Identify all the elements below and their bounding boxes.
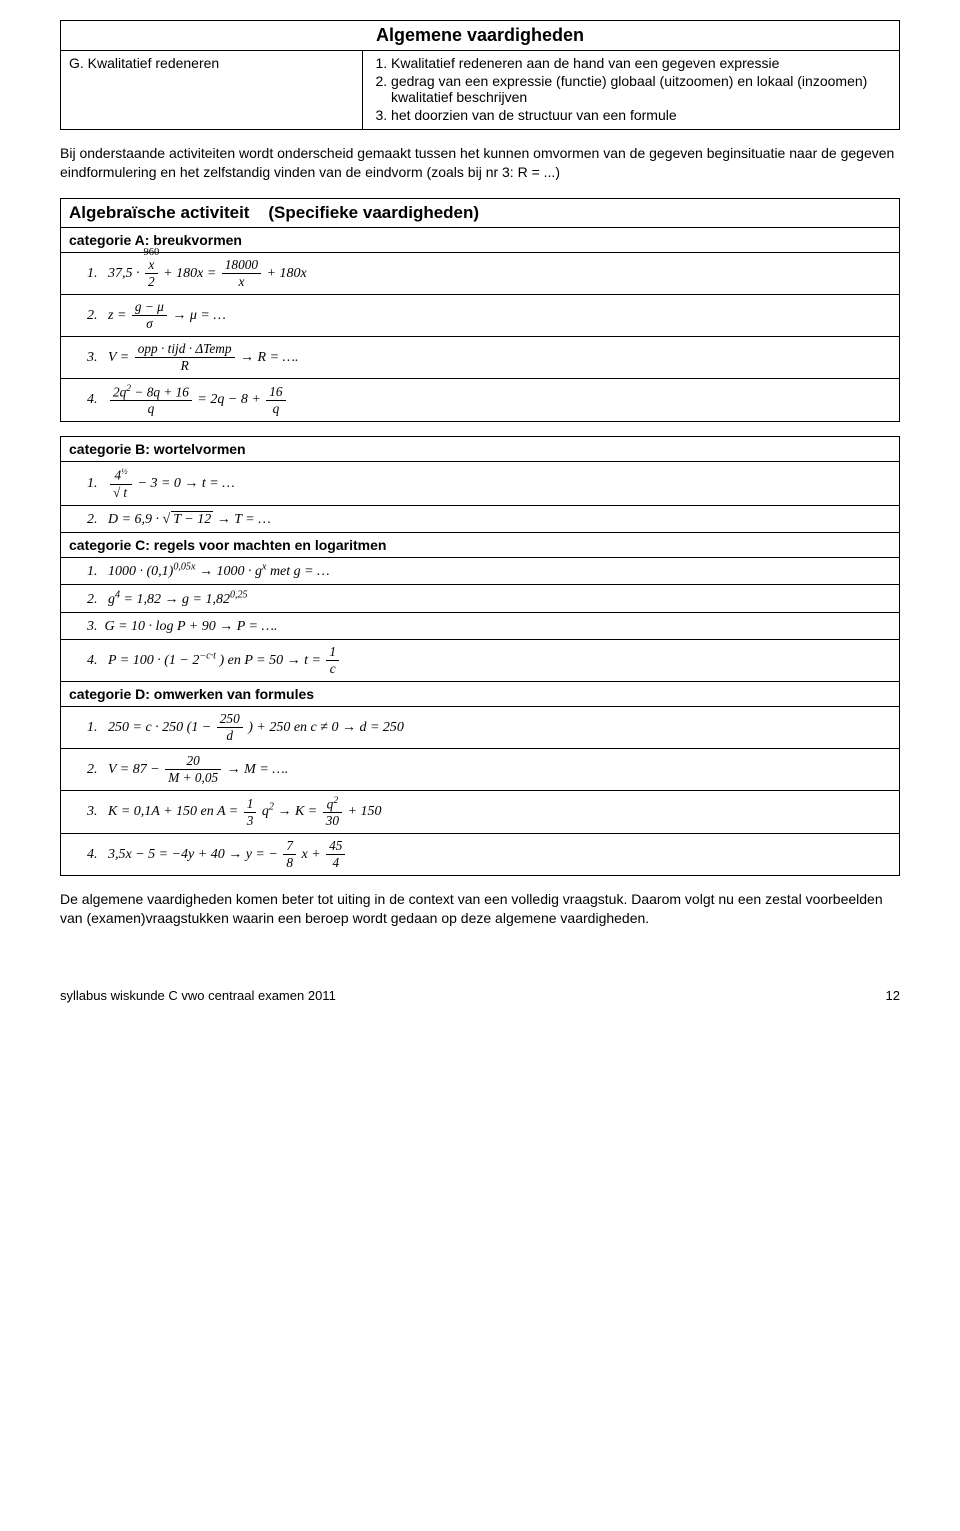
cat-a-item-3: 3. V = opp · tijd · ΔTempR → R = …. xyxy=(61,336,900,378)
categories-bcd-table: categorie B: wortelvormen 1. 4½√t − 3 = … xyxy=(60,436,900,876)
cat-d-item-2: 2. V = 87 − 20M + 0,05 → M = …. xyxy=(61,748,900,790)
cat-d-item-4: 4. 3,5x − 5 = −4y + 40 → y = − 78 x + 45… xyxy=(61,834,900,876)
skill-g-items: Kwalitatief redeneren aan de hand van ee… xyxy=(363,51,900,130)
footer-text: syllabus wiskunde C vwo centraal examen … xyxy=(60,988,336,1003)
category-c-header: categorie C: regels voor machten en loga… xyxy=(61,532,900,557)
skill-item: het doorzien van de structuur van een fo… xyxy=(391,107,891,123)
cat-c-item-4: 4. P = 100 · (1 − 2−c·t ) en P = 50 → t … xyxy=(61,639,900,681)
activity-title: Algebraïsche activiteit (Specifieke vaar… xyxy=(61,198,900,227)
category-a-header: categorie A: breukvormen xyxy=(61,227,900,252)
intro-paragraph: Bij onderstaande activiteiten wordt onde… xyxy=(60,144,900,182)
skill-g-label: G. Kwalitatief redeneren xyxy=(61,51,363,130)
cat-d-item-3: 3. K = 0,1A + 150 en A = 13 q2 → K = q23… xyxy=(61,790,900,833)
cat-c-item-3: 3. G = 10 · log P + 90 → P = …. xyxy=(61,612,900,639)
algebraic-activity-table: Algebraïsche activiteit (Specifieke vaar… xyxy=(60,198,900,422)
general-skills-table: Algemene vaardigheden G. Kwalitatief red… xyxy=(60,20,900,130)
skill-item: gedrag van een expressie (functie) globa… xyxy=(391,73,891,105)
cat-a-item-1: 1. 37,5 · 960 x2 + 180x = 18000x + 180x xyxy=(61,252,900,294)
cat-c-item-1: 1. 1000 · (0,1)0,05x → 1000 · gx met g =… xyxy=(61,557,900,585)
cat-b-item-2: 2. D = 6,9 · √T − 12 → T = … xyxy=(61,505,900,532)
closing-paragraph: De algemene vaardigheden komen beter tot… xyxy=(60,890,900,928)
skill-item: Kwalitatief redeneren aan de hand van ee… xyxy=(391,55,891,71)
page-number: 12 xyxy=(886,988,900,1003)
cat-d-item-1: 1. 250 = c · 250 (1 − 250d ) + 250 en c … xyxy=(61,706,900,748)
cat-c-item-2: 2. g4 = 1,82 → g = 1,820,25 xyxy=(61,585,900,613)
cat-a-item-2: 2. z = g − μσ → μ = … xyxy=(61,294,900,336)
category-b-header: categorie B: wortelvormen xyxy=(61,437,900,462)
cat-b-item-1: 1. 4½√t − 3 = 0 → t = … xyxy=(61,462,900,505)
page-footer: syllabus wiskunde C vwo centraal examen … xyxy=(60,988,900,1003)
category-d-header: categorie D: omwerken van formules xyxy=(61,681,900,706)
cat-a-item-4: 4. 2q2 − 8q + 16q = 2q − 8 + 16q xyxy=(61,378,900,421)
section-title: Algemene vaardigheden xyxy=(61,21,900,51)
